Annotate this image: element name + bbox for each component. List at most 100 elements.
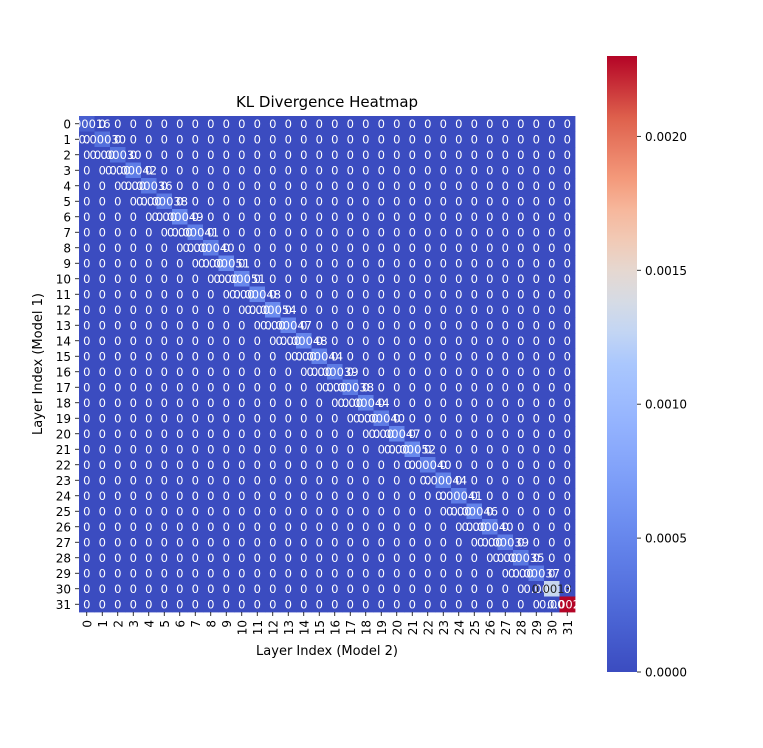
heatmap-cell-label: 0: [285, 442, 292, 456]
heatmap-cell-label: 0: [238, 520, 245, 534]
heatmap-cell: [482, 116, 498, 132]
heatmap-cell: [358, 488, 374, 504]
heatmap-cell-label: 0: [254, 582, 261, 596]
heatmap-cell-label: 0: [486, 318, 493, 332]
heatmap-cell-label: 0.00046: [450, 504, 498, 518]
heatmap-cell-label: 0: [564, 179, 571, 193]
heatmap-cell: [187, 441, 204, 458]
heatmap-cell: [234, 333, 250, 349]
heatmap-cell-label: 0: [192, 489, 199, 503]
heatmap-cell-label: 0: [300, 194, 307, 208]
heatmap-cell: [373, 441, 390, 458]
heatmap-cell: [559, 519, 576, 535]
y-tick-label: 4: [63, 179, 71, 193]
heatmap-cell-label: 0: [331, 473, 338, 487]
heatmap-cell: [156, 472, 173, 489]
heatmap-cell: [435, 379, 452, 396]
heatmap-cell-label: 0: [145, 132, 152, 146]
heatmap-cell-label: 0: [238, 582, 245, 596]
heatmap-cell-label: 0: [238, 566, 245, 580]
heatmap-cell: [141, 162, 157, 179]
heatmap-cell-label: 0: [83, 365, 90, 379]
heatmap-cell: [79, 271, 95, 287]
heatmap-cell: [265, 333, 281, 349]
heatmap-cell: [296, 503, 312, 520]
heatmap-cell-label: 0: [285, 566, 292, 580]
heatmap-cell-label: 0: [207, 334, 214, 348]
heatmap-cell: [218, 286, 235, 303]
heatmap-cell-label: 0.00048: [233, 287, 281, 301]
heatmap-cell-label: 0: [393, 566, 400, 580]
heatmap-cell: [203, 116, 219, 132]
heatmap-cell-label: 0: [83, 411, 90, 425]
y-tick-label: 0: [63, 117, 71, 131]
heatmap-cell-label: 0: [471, 117, 478, 131]
heatmap-cell: [110, 410, 126, 427]
heatmap-cell-label: 0: [176, 597, 183, 611]
heatmap-cell: [172, 488, 188, 504]
heatmap-cell-label: 0: [99, 365, 106, 379]
heatmap-cell: [141, 286, 157, 303]
heatmap-cell-label: 0: [362, 117, 369, 131]
heatmap-cell-label: 0: [517, 380, 524, 394]
heatmap-cell: [141, 457, 157, 473]
heatmap-cell: [358, 550, 374, 566]
heatmap-cell: [249, 426, 266, 442]
heatmap-cell-label: 0: [347, 520, 354, 534]
heatmap-cell-label: 0: [269, 287, 276, 301]
heatmap-cell: [404, 348, 421, 365]
heatmap-cell: [249, 193, 266, 210]
heatmap-cell: [420, 395, 436, 411]
heatmap-cell-label: 0: [145, 303, 152, 317]
heatmap-cell: [265, 596, 281, 613]
y-tick-label: 28: [56, 551, 71, 565]
heatmap-cell-label: 0: [316, 334, 323, 348]
heatmap-cell-label: 0: [114, 318, 121, 332]
heatmap-cell: [125, 395, 142, 411]
heatmap-cell-label: 0: [83, 380, 90, 394]
heatmap-cell-label: 0: [440, 489, 447, 503]
heatmap-cell: [544, 379, 560, 396]
heatmap-cell-label: 0: [114, 535, 121, 549]
heatmap-cell: [451, 162, 467, 179]
heatmap-cell: [528, 131, 545, 148]
heatmap-cell: [156, 581, 173, 597]
heatmap-cell: [358, 317, 374, 334]
heatmap-cell-label: 0: [440, 194, 447, 208]
heatmap-cell-label: 0: [533, 504, 540, 518]
heatmap-cell-label: 0: [238, 303, 245, 317]
heatmap-cell: [125, 364, 142, 380]
heatmap-cell-label: 0: [238, 179, 245, 193]
heatmap-cell-label: 0: [533, 179, 540, 193]
chart-title: KL Divergence Heatmap: [236, 93, 418, 111]
heatmap-cell: [218, 302, 235, 318]
heatmap-cell: [296, 162, 312, 179]
heatmap-cell: [218, 348, 235, 365]
heatmap-cell: [466, 131, 483, 148]
heatmap-cell: [296, 488, 312, 504]
heatmap-cell: [497, 534, 514, 551]
heatmap-cell: [420, 441, 436, 458]
heatmap-cell-label: 0: [83, 210, 90, 224]
heatmap-cell-label: 0: [130, 504, 137, 518]
heatmap-cell: [94, 565, 111, 582]
heatmap-cell: [125, 503, 142, 520]
y-tick-label: 22: [56, 458, 71, 472]
heatmap-cell-label: 0: [114, 427, 121, 441]
heatmap-cell-label: 0: [548, 380, 555, 394]
heatmap-cell: [79, 240, 95, 256]
heatmap-cell-label: 0: [486, 489, 493, 503]
heatmap-cell: [435, 147, 452, 163]
heatmap-cell: [234, 565, 250, 582]
heatmap-cell-label: 0: [409, 303, 416, 317]
heatmap-cell: [342, 550, 359, 566]
heatmap-cell: [497, 286, 514, 303]
heatmap-cell: [528, 162, 545, 179]
heatmap-cell: [172, 116, 188, 132]
heatmap-cell-label: 0: [362, 194, 369, 208]
heatmap-cell-label: 0: [455, 365, 462, 379]
heatmap-cell: [342, 178, 359, 194]
heatmap-cell-label: 0: [331, 597, 338, 611]
heatmap-cell: [110, 596, 126, 613]
heatmap-cell: [528, 271, 545, 287]
